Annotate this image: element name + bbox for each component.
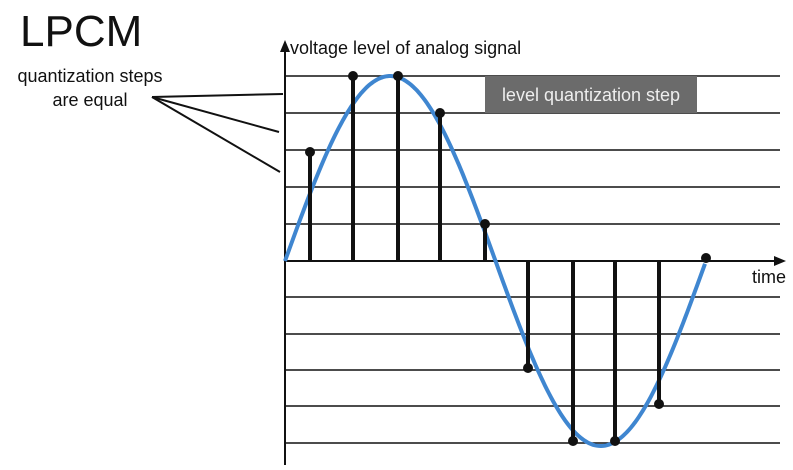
sample-dot: [480, 219, 490, 229]
quantization-levels: [285, 75, 780, 444]
x-axis-label: time: [752, 267, 786, 287]
pointer: [151, 96, 280, 133]
annotation-line: are equal: [52, 90, 127, 110]
sample-dot: [393, 71, 403, 81]
title: LPCM: [20, 7, 142, 56]
sample-dot: [701, 253, 711, 263]
pointer: [151, 96, 281, 173]
box-label: level quantization step: [502, 85, 680, 105]
sample-dot: [610, 436, 620, 446]
sample-dot: [348, 71, 358, 81]
sample-dot: [568, 436, 578, 446]
y-axis-arrow: [280, 40, 290, 52]
annotation-line: quantization steps: [17, 66, 162, 86]
samples: [305, 71, 711, 446]
sample-dot: [435, 108, 445, 118]
y-axis-label: voltage level of analog signal: [290, 38, 521, 58]
label-box: [485, 76, 697, 113]
sample-dot: [305, 147, 315, 157]
annotation-pointers: [151, 93, 284, 173]
sample-dot: [523, 363, 533, 373]
sample-dot: [654, 399, 664, 409]
pointer: [151, 93, 284, 98]
x-axis-arrow: [774, 256, 786, 266]
